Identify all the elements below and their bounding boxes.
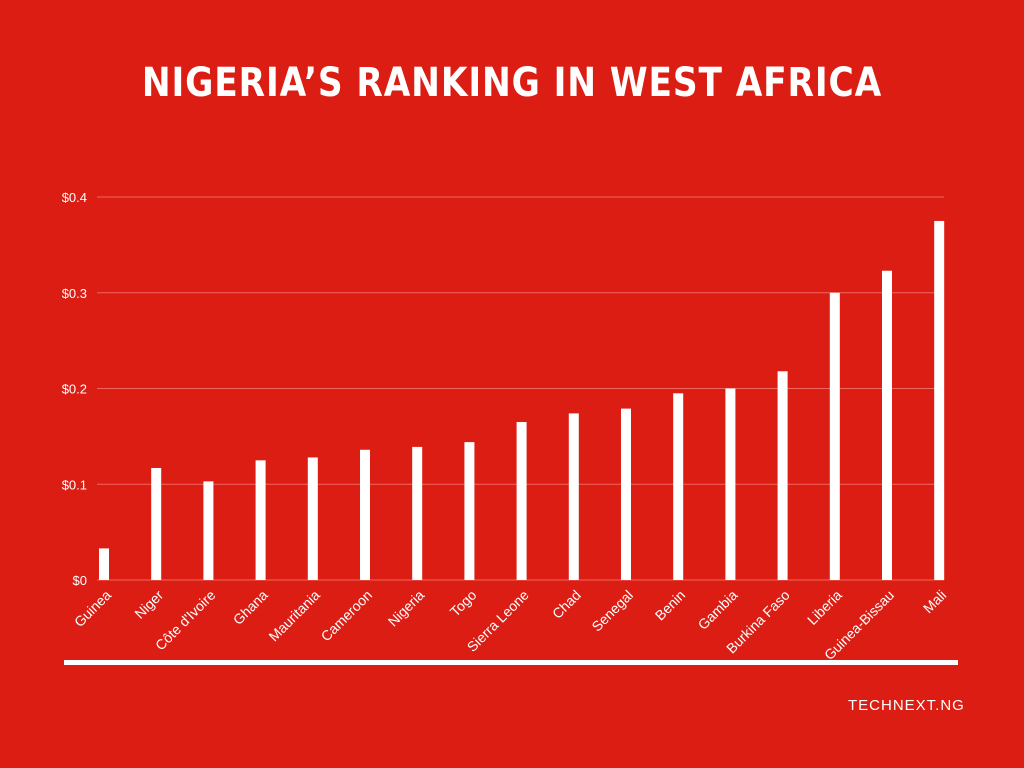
bars [99, 220, 945, 580]
bar-sierra-leone [516, 422, 527, 580]
y-tick-label: $0.3 [62, 286, 87, 301]
y-tick-label: $0.1 [62, 477, 87, 492]
x-category-label: Mali [920, 587, 949, 616]
bottom-divider [64, 660, 958, 665]
bar-benin [673, 393, 684, 580]
x-category-label: Togo [447, 587, 480, 620]
x-category-label: Guinea [71, 587, 114, 630]
bar-nigeria [412, 446, 423, 580]
y-axis-tick-labels: $0 $0.1 $0.2 $0.3 $0.4 [62, 190, 87, 588]
bar-gambia [725, 388, 736, 580]
bar-mali [934, 220, 945, 580]
bar-guinea [99, 548, 109, 580]
x-category-label: Liberia [804, 587, 845, 628]
x-category-label: Mauritania [265, 587, 323, 645]
bar-liberia [829, 292, 840, 580]
bar-chad [568, 413, 579, 580]
bar-cameroon [360, 449, 370, 580]
bar-guinea-bissau [882, 270, 892, 580]
y-tick-label: $0 [73, 573, 87, 588]
x-category-label: Nigeria [385, 587, 428, 630]
x-category-label: Chad [549, 587, 584, 622]
x-category-label: Ghana [230, 587, 271, 628]
x-category-label: Cameroon [318, 587, 376, 645]
x-category-label: Gambia [695, 587, 741, 633]
bar-togo [464, 442, 475, 580]
chart-title: Nigeria’s Ranking in West Africa [141, 60, 883, 106]
x-category-label: Benin [652, 587, 689, 624]
y-tick-label: $0.2 [62, 382, 87, 397]
x-category-label: Senegal [588, 587, 636, 635]
x-category-label: Niger [131, 587, 166, 622]
bar-niger [151, 467, 162, 580]
bar-ghana [255, 460, 266, 580]
y-tick-label: $0.4 [62, 190, 87, 205]
bar-mauritania [307, 457, 318, 580]
source-credit: TECHNEXT.NG [848, 697, 965, 714]
bar-burkina-faso [777, 371, 788, 580]
bar-c-te-d-ivoire [203, 481, 214, 580]
bar-senegal [621, 408, 631, 580]
